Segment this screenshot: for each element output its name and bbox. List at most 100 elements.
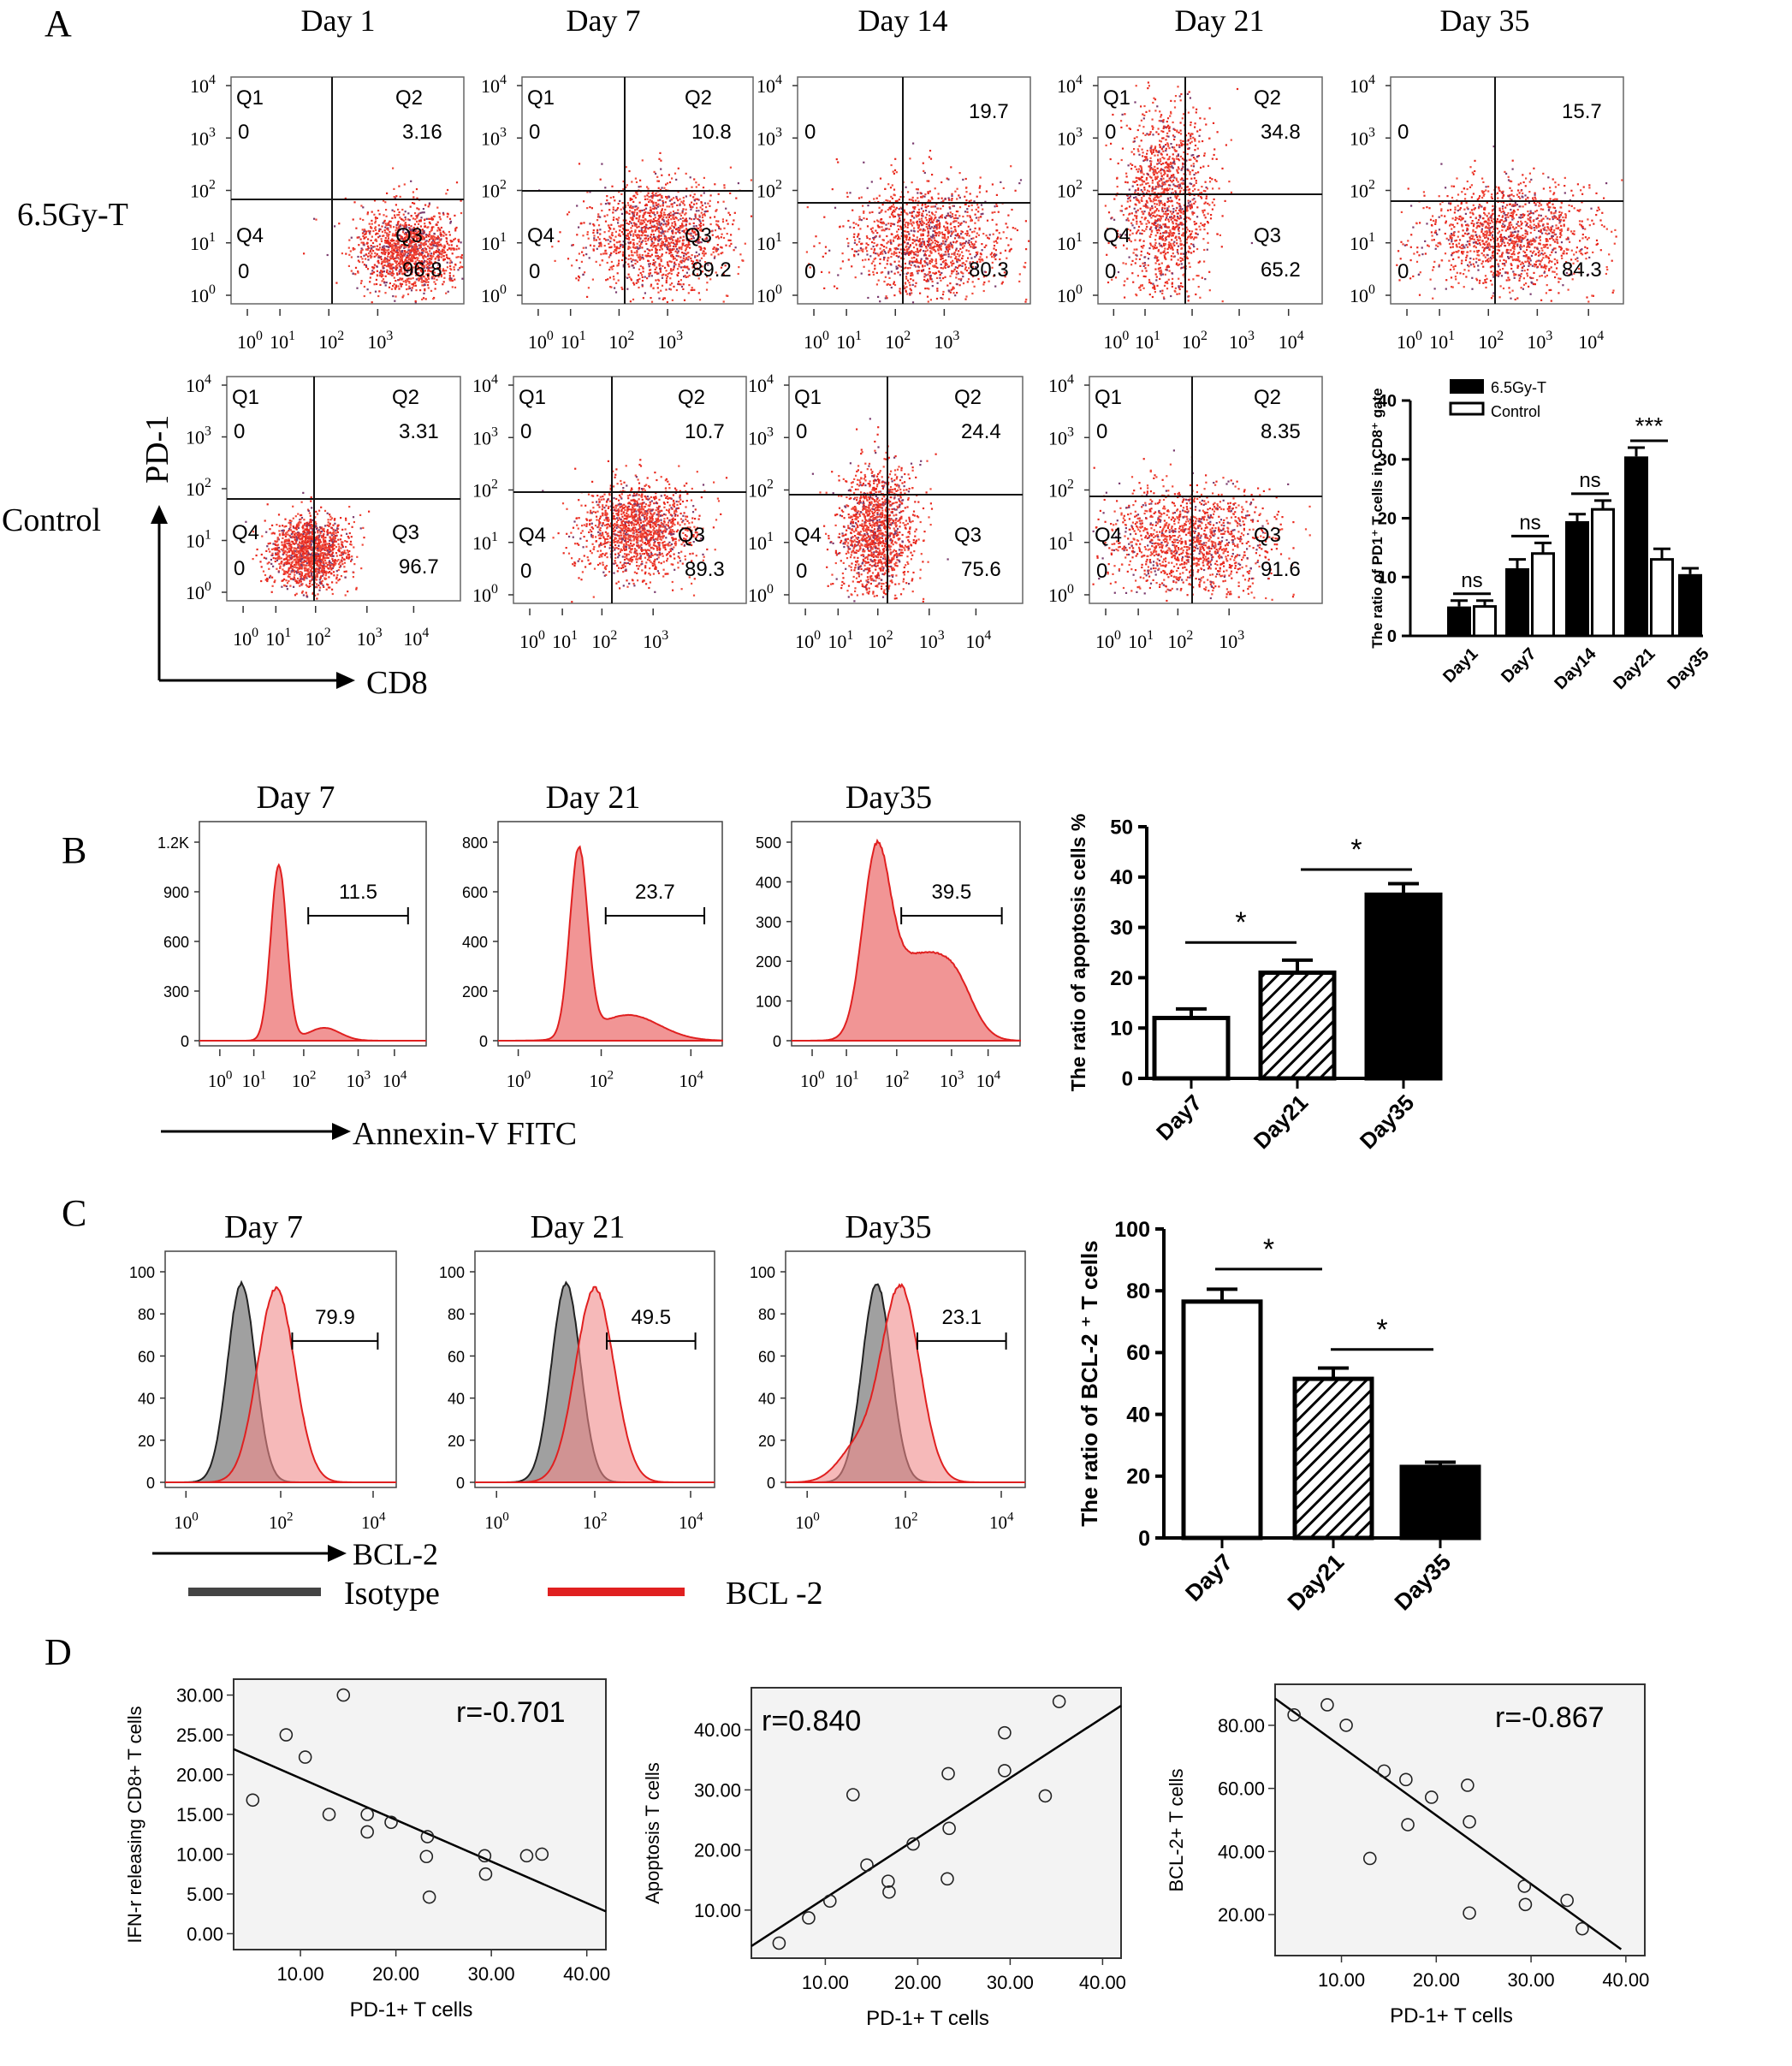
cell-event — [606, 214, 608, 217]
cell-event — [928, 262, 930, 264]
cell-event — [654, 225, 656, 228]
cell-event — [401, 236, 403, 239]
cell-event — [639, 271, 642, 275]
cell-event — [662, 230, 664, 233]
cell-event — [443, 258, 446, 261]
cell-event — [864, 258, 867, 261]
cell-event — [433, 281, 436, 283]
cell-event — [389, 270, 391, 273]
cell-event — [589, 191, 591, 193]
cell-event — [867, 296, 869, 300]
cell-event — [416, 197, 418, 199]
cell-event — [709, 278, 712, 281]
cell-event — [606, 199, 608, 202]
cell-event — [403, 254, 406, 257]
cell-event — [943, 234, 946, 236]
cell-event — [1140, 105, 1142, 108]
cell-event — [717, 193, 720, 195]
cell-event — [1145, 182, 1148, 185]
cell-event — [448, 244, 450, 246]
cell-event — [671, 254, 673, 257]
cell-event — [635, 224, 638, 227]
cell-event — [659, 269, 662, 271]
cell-event — [854, 239, 857, 241]
cell-event — [1140, 177, 1142, 180]
cell-event — [1172, 205, 1174, 207]
cell-event — [897, 247, 899, 250]
cell-event — [613, 243, 615, 246]
cell-event — [849, 226, 851, 229]
cell-event — [377, 210, 380, 212]
cell-event — [412, 202, 414, 205]
cell-event — [615, 249, 618, 252]
cell-event — [711, 234, 714, 236]
cell-event — [949, 214, 952, 217]
cell-event — [978, 229, 981, 231]
cell-event — [395, 226, 398, 229]
cell-event — [634, 263, 637, 265]
cell-event — [612, 196, 614, 199]
cell-event — [409, 205, 412, 208]
cell-event — [432, 242, 435, 245]
cell-event — [442, 230, 445, 233]
cell-event — [655, 201, 657, 205]
cell-event — [382, 278, 385, 281]
cell-event — [677, 167, 679, 169]
cell-event — [391, 252, 394, 254]
cell-event — [993, 247, 995, 250]
cell-event — [881, 229, 883, 232]
cell-event — [863, 210, 865, 213]
cell-event — [674, 250, 677, 252]
cell-event — [415, 251, 418, 253]
cell-event — [1172, 208, 1175, 211]
cell-event — [415, 187, 418, 191]
cell-event — [632, 207, 634, 210]
cell-event — [609, 266, 612, 269]
cell-event — [387, 223, 389, 226]
cell-event — [661, 276, 664, 279]
cell-event — [611, 268, 614, 270]
cell-event — [404, 223, 406, 226]
cell-event — [1117, 162, 1119, 165]
cell-event — [1190, 154, 1193, 157]
cell-event — [381, 225, 383, 228]
cell-event — [440, 276, 442, 278]
cell-event — [732, 223, 734, 226]
cell-event — [1111, 240, 1113, 242]
cell-event — [684, 249, 687, 252]
cell-event — [635, 259, 638, 262]
cell-event — [920, 207, 923, 210]
cell-event — [326, 253, 329, 257]
cell-event — [607, 239, 609, 241]
cell-event — [1152, 126, 1154, 129]
cell-event — [383, 251, 385, 253]
cell-event — [703, 176, 705, 179]
row-label-control: Control — [2, 502, 101, 538]
cell-event — [952, 217, 955, 220]
cell-event — [934, 272, 936, 276]
cell-event — [1003, 271, 1006, 274]
cell-event — [877, 279, 880, 282]
cell-event — [847, 242, 850, 245]
cell-event — [903, 218, 905, 221]
cell-event — [654, 239, 656, 241]
cell-event — [944, 262, 946, 264]
cell-event — [1142, 205, 1145, 207]
cell-event — [976, 204, 979, 206]
cell-event — [391, 249, 394, 252]
cell-event — [927, 278, 929, 281]
cell-event — [964, 195, 966, 198]
cell-event — [644, 226, 647, 229]
cell-event — [909, 260, 911, 263]
cell-event — [430, 270, 433, 273]
cell-event — [956, 240, 958, 242]
cell-event — [398, 214, 401, 217]
cell-event — [419, 263, 422, 265]
cell-event — [424, 259, 426, 262]
cell-event — [932, 241, 935, 244]
cell-event — [660, 196, 663, 199]
cell-event — [904, 287, 906, 289]
cell-event — [431, 272, 434, 275]
cell-event — [905, 282, 907, 285]
cell-event — [398, 246, 401, 248]
